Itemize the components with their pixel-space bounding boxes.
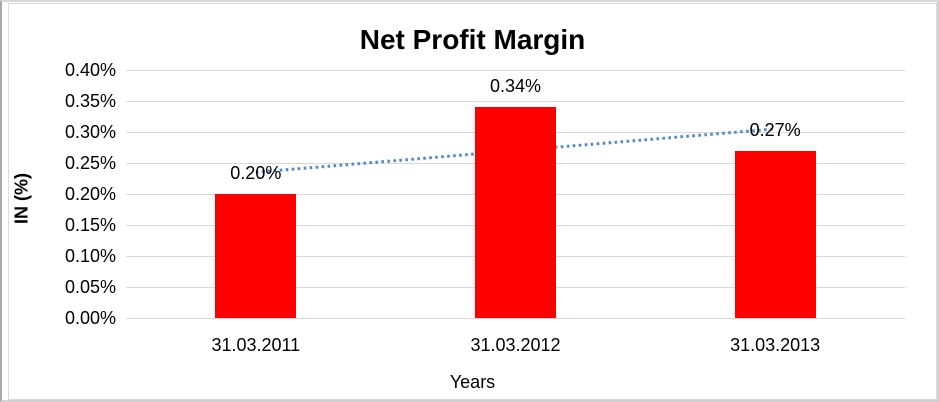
- x-axis-title: Years: [449, 372, 496, 392]
- bar-31.03.2012: [475, 107, 556, 318]
- y-axis-tick-label: 0.35%: [64, 91, 116, 111]
- bar-31.03.2013: [734, 150, 816, 318]
- bar-31.03.2011: [215, 194, 297, 318]
- x-axis-category-label: 31.03.2013: [730, 335, 821, 355]
- gridline: [126, 317, 905, 319]
- chart-title: Net Profit Margin: [359, 24, 586, 55]
- chart-frame: Net Profit Margin IN (%) Years 0.00% 0.05…: [8, 3, 937, 400]
- y-axis-tick-label: 0.10%: [64, 246, 116, 266]
- x-axis-category-label: 31.03.2012: [470, 335, 561, 355]
- y-axis-tick-label: 0.20%: [64, 184, 116, 204]
- gridline: [126, 69, 905, 71]
- y-axis-tick-label: 0.30%: [64, 122, 116, 142]
- y-axis-tick-label: 0.15%: [64, 215, 116, 235]
- y-axis-title: IN (%): [11, 173, 32, 224]
- y-axis-tick-label: 0.00%: [64, 308, 116, 328]
- y-axis-tick-label: 0.40%: [64, 60, 116, 80]
- bar-data-label: 0.20%: [230, 163, 282, 183]
- bar-data-label: 0.27%: [749, 119, 801, 140]
- y-axis-tick-label: 0.25%: [64, 153, 116, 173]
- x-axis-category-label: 31.03.2011: [211, 335, 301, 355]
- bar-data-label: 0.34%: [489, 76, 542, 97]
- gridline: [126, 100, 905, 102]
- y-axis-tick-label: 0.05%: [64, 277, 116, 297]
